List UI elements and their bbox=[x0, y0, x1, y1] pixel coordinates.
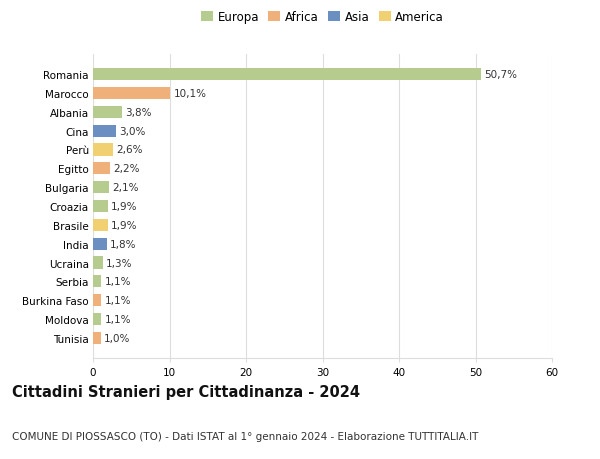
Text: 1,9%: 1,9% bbox=[110, 220, 137, 230]
Bar bbox=[93, 125, 116, 137]
Text: 1,1%: 1,1% bbox=[104, 277, 131, 287]
Bar bbox=[93, 219, 107, 231]
Text: 1,8%: 1,8% bbox=[110, 239, 136, 249]
Text: COMUNE DI PIOSSASCO (TO) - Dati ISTAT al 1° gennaio 2024 - Elaborazione TUTTITAL: COMUNE DI PIOSSASCO (TO) - Dati ISTAT al… bbox=[12, 431, 478, 441]
Bar bbox=[93, 182, 109, 194]
Text: 2,2%: 2,2% bbox=[113, 164, 139, 174]
Text: 50,7%: 50,7% bbox=[484, 70, 517, 80]
Bar bbox=[93, 332, 101, 344]
Bar bbox=[93, 69, 481, 81]
Text: 1,1%: 1,1% bbox=[104, 296, 131, 306]
Text: 2,1%: 2,1% bbox=[112, 183, 139, 193]
Text: 2,6%: 2,6% bbox=[116, 145, 142, 155]
Text: 3,0%: 3,0% bbox=[119, 126, 145, 136]
Text: 1,3%: 1,3% bbox=[106, 258, 133, 268]
Text: 1,9%: 1,9% bbox=[110, 202, 137, 212]
Text: Cittadini Stranieri per Cittadinanza - 2024: Cittadini Stranieri per Cittadinanza - 2… bbox=[12, 384, 360, 399]
Text: 10,1%: 10,1% bbox=[173, 89, 206, 99]
Bar bbox=[93, 144, 113, 156]
Text: 1,1%: 1,1% bbox=[104, 314, 131, 325]
Bar bbox=[93, 201, 107, 213]
Bar bbox=[93, 313, 101, 325]
Bar bbox=[93, 106, 122, 119]
Text: 3,8%: 3,8% bbox=[125, 107, 152, 118]
Bar bbox=[93, 238, 107, 250]
Bar bbox=[93, 276, 101, 288]
Legend: Europa, Africa, Asia, America: Europa, Africa, Asia, America bbox=[196, 6, 449, 29]
Bar bbox=[93, 257, 103, 269]
Bar bbox=[93, 163, 110, 175]
Bar bbox=[93, 88, 170, 100]
Text: 1,0%: 1,0% bbox=[104, 333, 130, 343]
Bar bbox=[93, 294, 101, 307]
